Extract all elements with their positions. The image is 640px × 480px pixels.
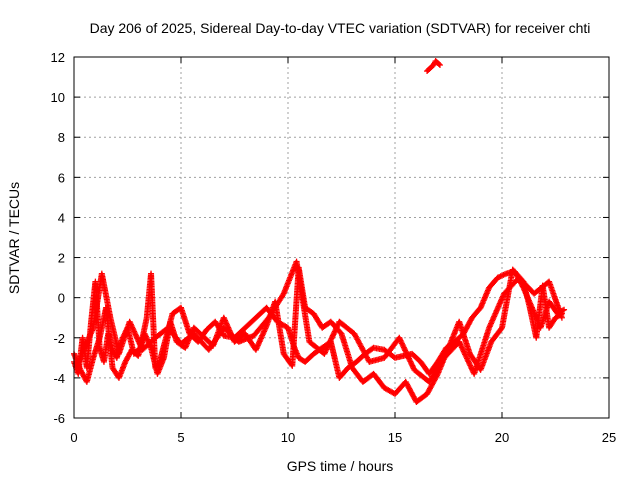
data-point <box>498 325 505 332</box>
x-tick-label: 0 <box>70 430 77 445</box>
plot-frame <box>73 56 610 419</box>
x-tick-label: 15 <box>388 430 402 445</box>
y-tick-label: -6 <box>53 411 65 426</box>
x-tick-label: 25 <box>602 430 616 445</box>
y-axis-label: SDTVAR / TECUs <box>6 182 22 294</box>
grid-lines <box>74 57 609 418</box>
x-tick-label: 10 <box>281 430 295 445</box>
chart-title: Day 206 of 2025, Sidereal Day-to-day VTE… <box>90 20 591 36</box>
y-tick-label: 12 <box>51 50 65 65</box>
y-tick-label: 10 <box>51 90 65 105</box>
y-tick-label: 4 <box>58 210 65 225</box>
x-tick-label: 5 <box>177 430 184 445</box>
y-tick-label: 8 <box>58 130 65 145</box>
data-point <box>558 314 565 321</box>
y-tick-label: -2 <box>53 331 65 346</box>
y-tick-label: -4 <box>53 371 65 386</box>
data-markers <box>71 58 568 405</box>
data-point <box>435 61 442 68</box>
y-tick-label: 0 <box>58 291 65 306</box>
y-tick-label: 6 <box>58 170 65 185</box>
axis-ticks: 0 5 10 15 20 25 -6 -4 -2 0 2 4 6 8 10 12 <box>51 50 617 445</box>
y-tick-label: 2 <box>58 251 65 266</box>
x-tick-label: 20 <box>495 430 509 445</box>
x-axis-label: GPS time / hours <box>287 458 394 474</box>
data-point <box>436 62 443 69</box>
